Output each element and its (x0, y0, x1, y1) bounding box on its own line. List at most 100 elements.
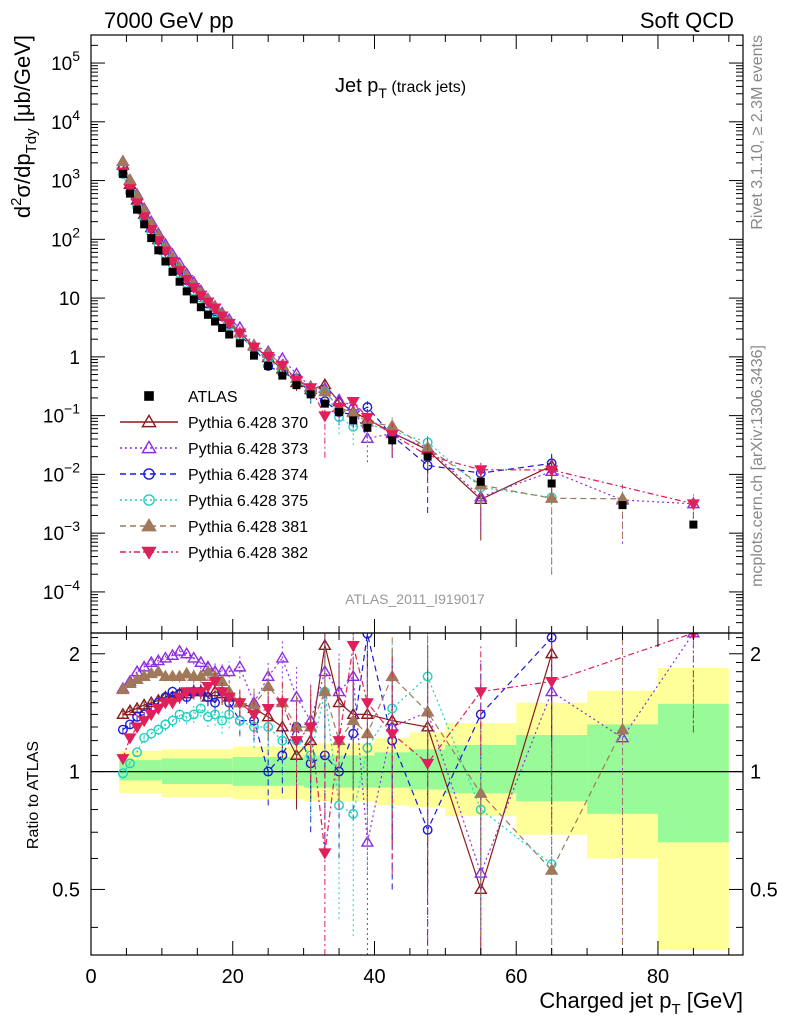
y-tick-label-0: 105 (51, 48, 80, 75)
y-tick-base-4: 10 (59, 289, 80, 310)
ratio-point-1-9 (179, 646, 194, 659)
y-tick-label-5: 1 (69, 348, 80, 369)
x-label-sub: T (671, 1001, 680, 1018)
chart-title: Jet pT (track jets) (335, 75, 466, 101)
y-axis-label: d2σ/dpTdy [μb/GeV] (8, 35, 40, 218)
data-point-14 (218, 323, 227, 332)
ratio-point-5-4 (144, 709, 158, 722)
ratio-point-4-12 (201, 664, 215, 677)
ratio-point-3-24 (348, 808, 359, 819)
y-tick-label-1: 104 (51, 107, 80, 134)
data-point-31 (689, 520, 698, 529)
data-point-9 (182, 287, 191, 296)
data-point-10 (189, 295, 198, 304)
legend-label-4: Pythia 6.428 381 (188, 519, 308, 536)
main-point-5-17 (247, 342, 261, 354)
ratio-point-2-7 (167, 686, 178, 697)
ratio-point-4-30 (615, 722, 630, 735)
data-point-16 (235, 339, 244, 348)
main-point-5-19 (275, 360, 289, 372)
ratio-point-5-14 (215, 687, 229, 699)
ratio-point-1-22 (318, 664, 332, 677)
ratio-point-5-12 (201, 682, 215, 694)
y-tick-base-5: 1 (69, 348, 80, 369)
ratio-point-3-12 (202, 711, 213, 722)
ratio-point-5-3 (137, 716, 151, 728)
y-tick-label-9: 10−4 (43, 577, 80, 604)
data-point-18 (264, 361, 273, 370)
main-point-4-22 (318, 384, 332, 397)
main-frame (90, 34, 744, 634)
x-tick-label-60: 60 (505, 966, 527, 988)
ratio-point-4-18 (261, 679, 275, 692)
main-point-4-29 (544, 491, 559, 503)
ratio-tick-label-l-2: 2 (69, 644, 80, 666)
ratio-point-1-11 (194, 655, 208, 668)
data-point-6 (161, 257, 170, 266)
ratio-point-5-13 (208, 676, 222, 689)
main-point-5-16 (233, 328, 247, 340)
ratio-point-4-0 (116, 682, 130, 695)
legend-marker-2 (143, 468, 155, 480)
ratio-point-1-19 (275, 651, 290, 663)
legend-label-3: Pythia 6.428 375 (188, 493, 308, 510)
title-paren: (track jets) (387, 79, 466, 96)
main-point-5-2 (130, 198, 144, 210)
y-tick-label-4: 10 (59, 289, 80, 310)
band-green-9 (657, 703, 729, 843)
y-label-b: σ/dp (10, 153, 35, 197)
ratio-point-5-27 (421, 758, 435, 770)
ratio-point-5-11 (194, 687, 208, 699)
ratio-point-3-15 (224, 709, 235, 720)
data-point-29 (547, 479, 556, 488)
labels: 0 20 40 60 8010510410310210110−110−210−310−4… (8, 35, 778, 1018)
ratio-point-4-22 (318, 684, 332, 697)
source-label: mcplots.cern.ch [arXiv:1306.3436] (749, 345, 766, 587)
ratio-tick-label-r-2: 2 (750, 644, 761, 666)
ratio-point-3-9 (181, 711, 192, 722)
main-point-5-8 (173, 266, 187, 278)
ratio-y-label: Ratio to ATLAS (25, 741, 42, 849)
main-point-5-28 (474, 465, 488, 477)
y-tick-exp-2: 3 (72, 166, 80, 182)
ratio-point-3-1 (125, 758, 135, 769)
legend-marker-1 (141, 440, 157, 454)
ratio-point-5-28 (474, 687, 488, 699)
data-point-8 (175, 277, 184, 286)
y-label-sup: 2 (8, 198, 25, 206)
main-point-5-6 (158, 246, 172, 258)
legend-label-0: Pythia 6.428 370 (188, 415, 308, 432)
y-tick-exp-9: −4 (64, 577, 80, 593)
main-point-5-11 (194, 290, 208, 302)
legend: ATLAS Pythia 6.428 370 Pythia 6.428 373 Pyt… (120, 389, 308, 562)
ratio-point-1-16 (233, 660, 247, 672)
y-tick-base-8: 10 (43, 524, 64, 545)
legend-label-2: Pythia 6.428 374 (188, 467, 308, 484)
y-label-sub: Tdy (23, 128, 40, 154)
data-point-22 (320, 399, 329, 408)
y-tick-base-3: 10 (51, 230, 72, 251)
legend-label-data: ATLAS (188, 389, 238, 406)
data-point-24 (349, 416, 358, 425)
ratio-point-3-11 (195, 703, 206, 714)
data-point-19 (278, 371, 287, 380)
data-point-5 (154, 246, 163, 255)
ratio-point-1-8 (172, 644, 187, 656)
main-point-5-18 (261, 352, 275, 364)
data-point-2 (133, 205, 142, 214)
legend-marker-3 (143, 494, 155, 506)
data-point-7 (168, 267, 177, 276)
data-point-30 (618, 501, 627, 510)
ratio-point-5-19 (275, 698, 289, 710)
ratio-point-3-10 (188, 709, 199, 720)
y-tick-label-6: 10−1 (43, 401, 80, 428)
main-point-5-26 (385, 430, 399, 442)
data-point-28 (476, 477, 485, 486)
y-tick-base-2: 10 (51, 172, 72, 193)
main-point-5-7 (165, 257, 180, 269)
ratio-frame (90, 632, 744, 956)
ratio-point-3-0 (117, 768, 128, 779)
main-point-5-3 (137, 212, 151, 224)
ratio-tick-label-r-0.5: 0.5 (750, 879, 778, 901)
